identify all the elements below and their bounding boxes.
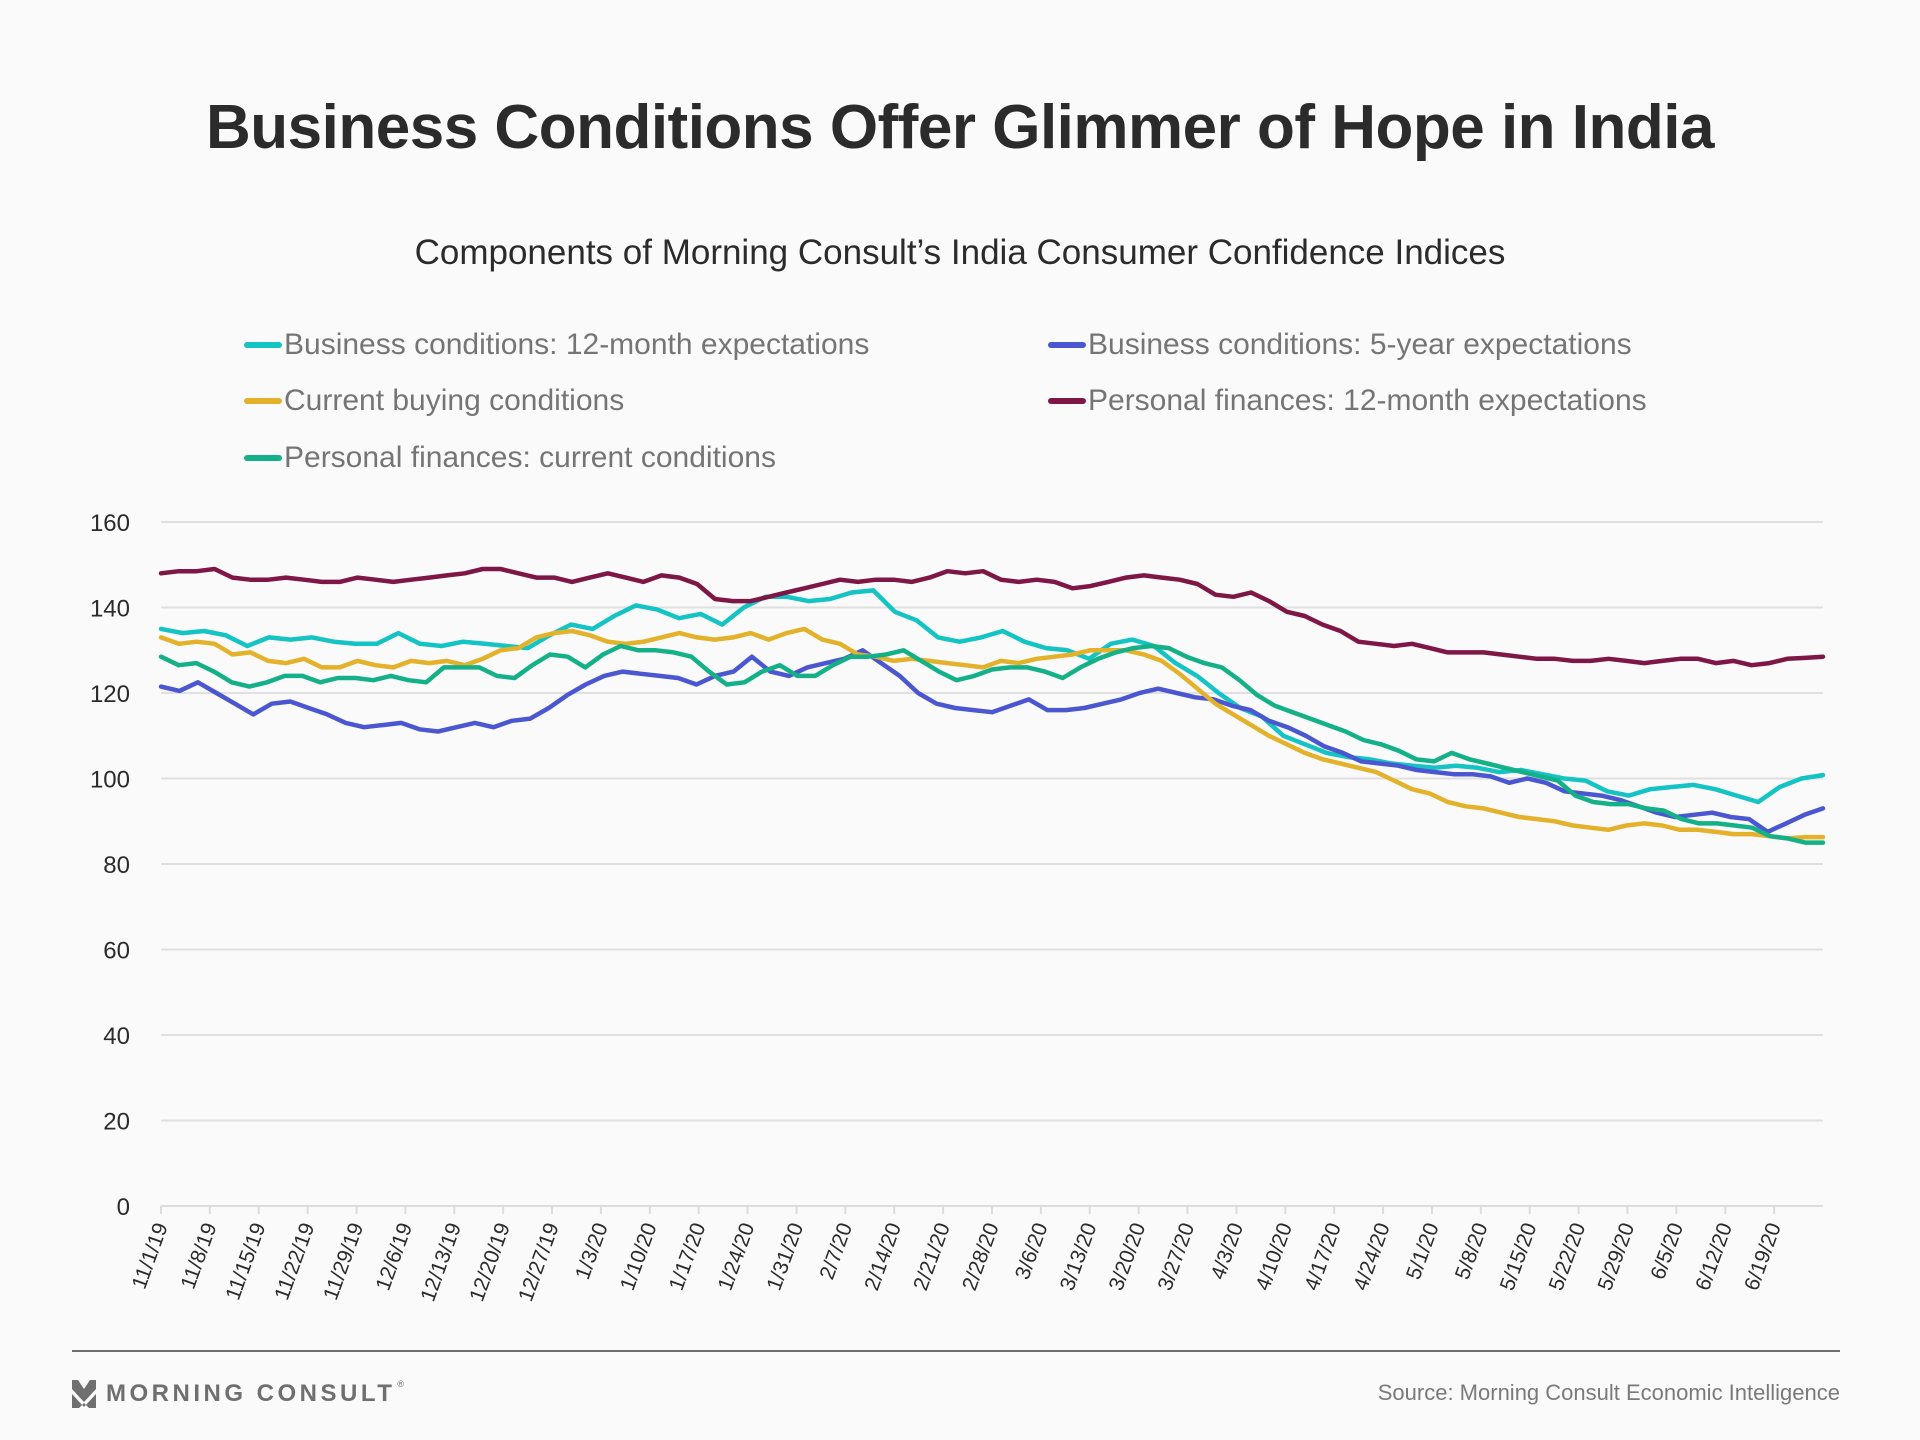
y-tick-label: 20 (103, 1109, 130, 1136)
x-tick-label: 1/24/20 (714, 1220, 760, 1294)
legend-item-personal-current[interactable]: Personal finances: current conditions (244, 441, 776, 475)
x-tick-label: 3/20/20 (1105, 1220, 1151, 1294)
legend-item-buying[interactable]: Current buying conditions (244, 384, 624, 418)
x-tick-label: 6/12/20 (1691, 1220, 1737, 1294)
x-axis: 11/1/19 11/8/19 11/15/19 11/22/19 11/29/19 12… (128, 1206, 1786, 1305)
x-tick-label: 5/22/20 (1545, 1220, 1591, 1294)
x-tick-label: 1/17/20 (665, 1220, 711, 1294)
legend-swatch (1048, 342, 1086, 348)
x-tick-label: 12/13/19 (416, 1220, 466, 1305)
legend-swatch (1048, 398, 1086, 404)
y-tick-label: 80 (103, 852, 130, 879)
x-tick-label: 5/1/20 (1402, 1220, 1444, 1283)
legend-label: Current buying conditions (284, 384, 625, 417)
legend-swatch (244, 342, 282, 348)
x-tick-label: 2/14/20 (860, 1220, 906, 1294)
legend-item-business-12m[interactable]: Business conditions: 12-month expectatio… (244, 328, 869, 362)
y-tick-label: 120 (90, 681, 130, 708)
legend-swatch (244, 455, 282, 461)
y-tick-label: 140 (90, 596, 130, 623)
x-tick-label: 6/19/20 (1740, 1220, 1786, 1294)
chart-subtitle: Components of Morning Consult’s India Co… (414, 233, 1506, 272)
series-line-business-conditions-5-year-expectations (158, 648, 1826, 835)
x-tick-label: 5/15/20 (1496, 1220, 1542, 1294)
x-tick-label: 1/3/20 (571, 1220, 613, 1283)
x-tick-label: 1/31/20 (763, 1220, 809, 1294)
logo-text: MORNING CONSULT (106, 1380, 396, 1407)
footer-divider (72, 1350, 1840, 1352)
y-tick-label: 60 (103, 938, 130, 965)
series-line-personal-finances-current-conditions (158, 643, 1826, 845)
legend-item-business-5y[interactable]: Business conditions: 5-year expectations (1048, 328, 1632, 362)
series-lines (158, 566, 1826, 845)
y-tick-label: 0 (117, 1194, 130, 1221)
y-tick-label: 40 (103, 1023, 130, 1050)
x-tick-label: 2/7/20 (815, 1220, 857, 1283)
x-tick-label: 11/8/19 (177, 1220, 222, 1292)
legend-label: Business conditions: 12-month expectatio… (284, 328, 870, 361)
x-tick-label: 1/10/20 (616, 1220, 662, 1294)
x-tick-label: 4/3/20 (1207, 1220, 1249, 1283)
series-line-personal-finances-12-month-expectations (158, 566, 1826, 668)
x-tick-label: 11/22/19 (270, 1220, 319, 1303)
x-tick-label: 12/20/19 (465, 1220, 515, 1305)
series-line-business-conditions-12-month-expectations (158, 588, 1826, 805)
x-tick-label: 3/6/20 (1011, 1220, 1053, 1283)
x-tick-label: 6/5/20 (1646, 1220, 1688, 1283)
x-tick-label: 11/1/19 (128, 1220, 173, 1292)
x-tick-label: 5/8/20 (1451, 1220, 1493, 1283)
x-tick-label: 3/27/20 (1154, 1220, 1200, 1294)
registered-mark: ® (397, 1379, 405, 1389)
legend-label: Personal finances: current conditions (284, 441, 776, 474)
x-tick-label: 11/29/19 (319, 1220, 368, 1303)
series-line-current-buying-conditions (158, 626, 1826, 841)
x-tick-label: 12/27/19 (514, 1220, 564, 1305)
x-tick-label: 4/24/20 (1349, 1220, 1395, 1294)
x-tick-label: 12/6/19 (372, 1220, 418, 1294)
y-tick-label: 100 (90, 767, 130, 794)
legend-label: Personal finances: 12-month expectations (1088, 384, 1647, 417)
legend-swatch (244, 398, 282, 404)
gridlines (161, 521, 1823, 1207)
chart-title: Business Conditions Offer Glimmer of Hop… (206, 93, 1714, 162)
y-tick-label: 160 (90, 510, 130, 537)
x-tick-label: 3/13/20 (1056, 1220, 1102, 1294)
x-tick-label: 4/10/20 (1251, 1220, 1297, 1294)
legend-label: Business conditions: 5-year expectations (1088, 328, 1632, 361)
x-tick-label: 5/29/20 (1594, 1220, 1640, 1294)
legend-item-personal-12m[interactable]: Personal finances: 12-month expectations (1048, 384, 1647, 418)
x-tick-label: 11/15/19 (221, 1220, 270, 1303)
x-tick-label: 4/17/20 (1300, 1220, 1346, 1294)
x-tick-label: 2/28/20 (958, 1220, 1004, 1294)
y-axis: 0 20 40 60 80 100 120 140 160 (90, 510, 130, 1221)
source-note: Source: Morning Consult Economic Intelli… (1377, 1380, 1840, 1405)
morning-consult-chevron-icon (72, 1380, 96, 1408)
morning-consult-logo: MORNING CONSULT ® (72, 1379, 405, 1408)
x-tick-label: 2/21/20 (909, 1220, 955, 1294)
